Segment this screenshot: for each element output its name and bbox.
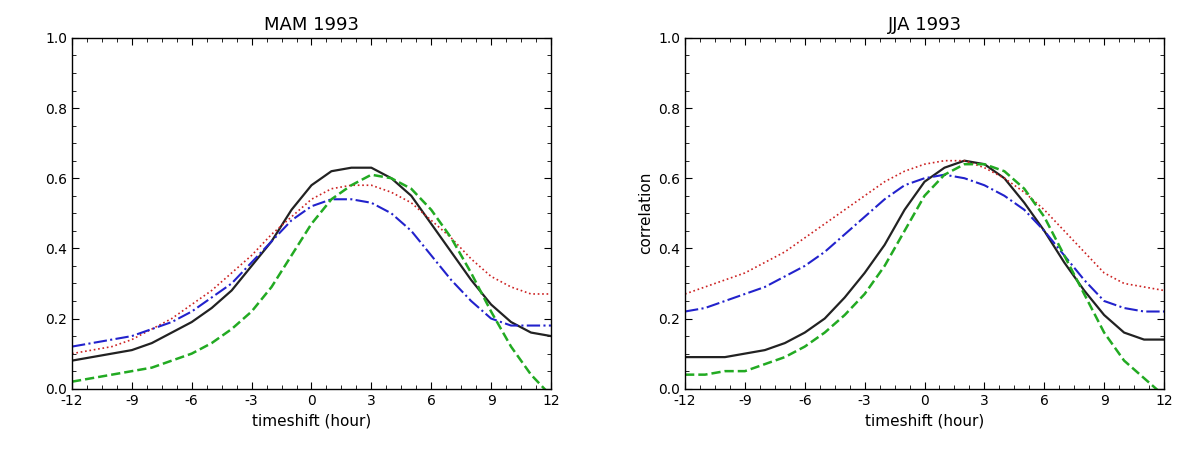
Title: JJA 1993: JJA 1993 [888, 16, 961, 34]
Y-axis label: correlation: correlation [637, 172, 653, 255]
X-axis label: timeshift (hour): timeshift (hour) [865, 413, 984, 428]
Title: MAM 1993: MAM 1993 [264, 16, 359, 34]
X-axis label: timeshift (hour): timeshift (hour) [252, 413, 371, 428]
